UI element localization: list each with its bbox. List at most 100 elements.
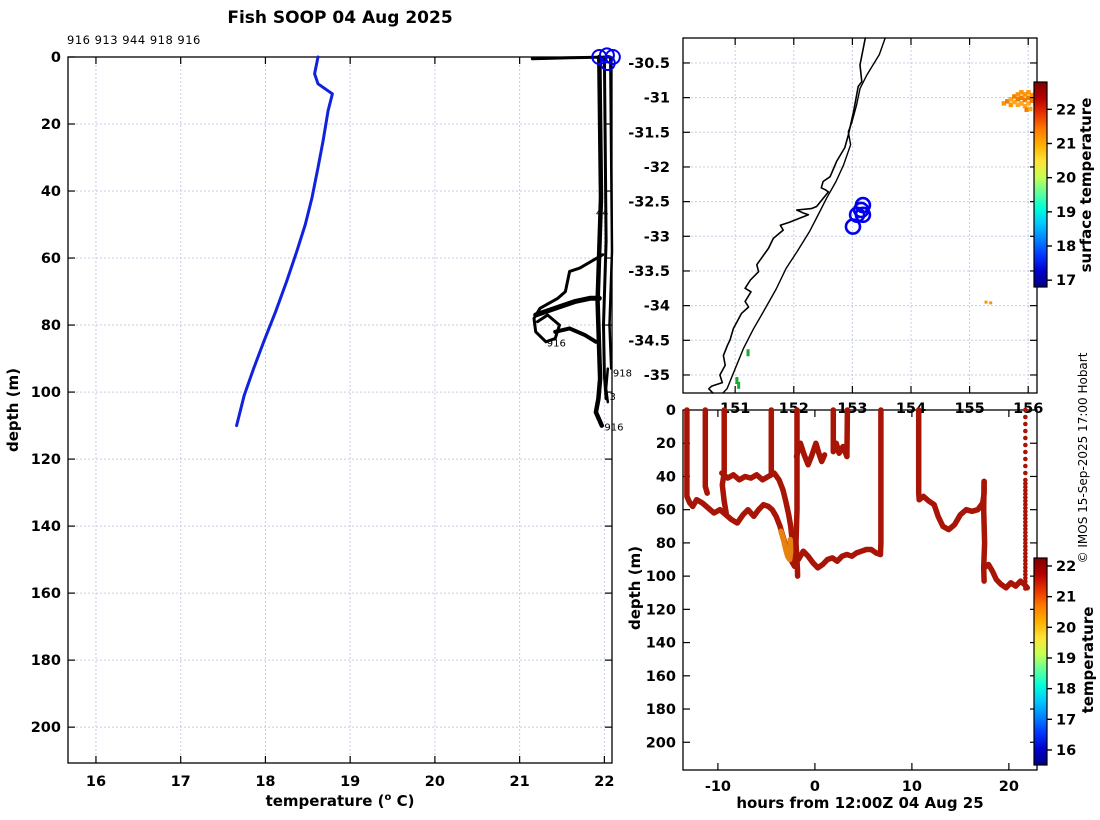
temperature-trace [795,546,884,571]
colorbar-tick-label: 20 [1056,620,1076,636]
section-panel: -10 0 10 2002040608010012014016018020022212… [646,403,1076,795]
temperature-trace [778,528,794,563]
dotted-cast-point [1023,526,1028,532]
figure-title: Fish SOOP 04 Aug 2025 [227,8,453,28]
sst-pixel [1022,103,1028,109]
y-tick-label: 80 [656,536,676,552]
dotted-cast-point [1023,488,1028,493]
profiles-y-axis-label: depth (m) [4,367,22,453]
map-x-tick-label: 155 [954,401,984,417]
dotted-cast-point [1023,523,1028,528]
dotted-cast-point [1023,561,1028,567]
y-tick-label: 80 [41,318,61,334]
map-y-tick-label: -31.5 [628,125,670,141]
y-tick-label: 200 [31,720,61,736]
colorbar-tick-label: 18 [1056,239,1076,255]
temperature-trace [719,407,729,516]
map-x-tick-label: 156 [1013,401,1043,417]
sst-pixel [1029,92,1035,98]
dotted-cast-point [1023,579,1028,584]
dotted-cast-point [1023,547,1028,553]
station-circle-marker [852,201,870,219]
dotted-cast-point [1023,428,1028,434]
dotted-cast-point [1023,509,1028,514]
sst-pixel [1024,107,1029,112]
y-tick-label: 20 [656,436,676,452]
temperature-trace [877,407,884,558]
sst-pixel [1026,101,1031,106]
sst-dot [984,300,988,304]
dotted-cast-point [1023,572,1028,577]
copyright-credit: © IMOS 15-Sep-2025 17:00 Hobart [1076,352,1090,564]
temperature-trace [719,470,798,563]
x-tick-label: 19 [340,774,360,790]
y-tick-label: 40 [656,469,676,485]
dotted-cast-point [1023,540,1028,546]
temperature-trace [684,407,696,510]
map-y-tick-label: -34.5 [628,333,670,349]
map-y-tick-label: -33 [644,229,670,245]
profile-id-label: 918 [613,369,632,380]
dotted-cast-point [1023,435,1028,441]
temperature-trace [916,478,987,533]
x-tick-label: 20 [999,779,1019,795]
dotted-cast-point [1023,414,1028,420]
temperature-trace [981,561,1031,591]
sst-pixel [1019,90,1024,95]
station-circle-marker [844,218,862,235]
sst-pixel [1012,99,1017,105]
green-track-mark [746,349,750,357]
temperature-trace [793,440,828,468]
x-tick-label: 16 [86,774,106,790]
map-colorbar [1033,81,1048,288]
x-tick-label: 20 [425,774,445,790]
dotted-cast-point [1023,565,1028,570]
sst-pixel [1001,101,1007,106]
dotted-cast-point [1023,551,1028,556]
x-tick-label: 18 [255,774,275,790]
dotted-cast-point [1023,481,1028,486]
map-y-tick-label: -32 [644,160,670,176]
black-profile-line [532,253,605,344]
map-y-tick-label: -32.5 [628,195,670,211]
sst-pixel [1022,92,1028,97]
y-tick-label: 160 [31,586,61,602]
profile-panel: 16 17 18 19 20 21 22 0 20 40 60 80 100 120 140 160 180 20… [31,47,632,790]
section-x-axis-label: hours from 12:00Z 04 Aug 25 [736,794,984,812]
dotted-cast-point [1023,575,1028,581]
sst-pixel [1008,102,1014,108]
colorbar-tick-label: 17 [1056,712,1076,728]
section-colorbar-label: temperature [1079,606,1097,714]
dotted-cast-point [1023,477,1028,483]
temperature-trace [915,407,922,503]
map-y-tick-label: -33.5 [628,264,670,280]
colorbar-tick-label: 22 [1056,102,1076,118]
y-tick-label: 180 [646,702,676,718]
dotted-cast-point [1023,586,1028,591]
dotted-cast-point [1023,544,1028,549]
map-y-tick-label: -35 [644,368,670,384]
map-colorbar-label: surface temperature [1077,97,1095,273]
black-profile-line [533,295,602,318]
sst-pixel [1019,95,1024,101]
y-tick-label: 120 [31,452,61,468]
x-tick-label: -10 [705,779,731,795]
dotted-cast-point [1023,537,1028,542]
colorbar-tick-label: 21 [1056,137,1076,153]
map-x-tick-label: 151 [720,401,750,417]
x-tick-label: 10 [902,779,922,795]
y-tick-label: 120 [646,602,676,618]
dotted-cast-point [1023,449,1028,455]
section-y-axis-label: depth (m) [626,545,644,631]
profile-id-list: 916 913 944 918 916 [67,33,201,47]
sst-pixel [1012,94,1017,99]
dotted-cast-point [1023,502,1028,507]
y-tick-label: 180 [31,653,61,669]
temperature-trace [844,407,851,460]
colorbar-tick-label: 19 [1056,651,1076,667]
map-x-tick-label: 152 [779,401,809,417]
sst-pixel [1005,99,1010,104]
dotted-cast-point [1023,484,1028,490]
y-tick-label: 100 [646,569,676,585]
